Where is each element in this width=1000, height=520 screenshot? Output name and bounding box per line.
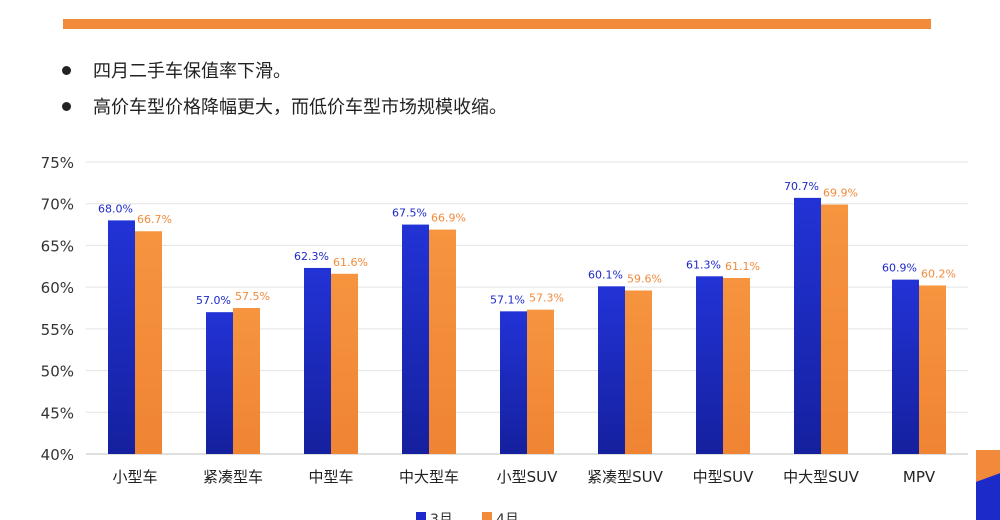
bullet-text: 高价车型价格降幅更大，而低价车型市场规模收缩。 xyxy=(93,97,507,118)
data-label: 57.5% xyxy=(235,290,270,303)
data-label: 62.3% xyxy=(294,250,329,263)
data-label: 60.2% xyxy=(921,267,956,280)
bar xyxy=(625,290,652,454)
data-label: 57.1% xyxy=(490,293,525,306)
data-label: 60.1% xyxy=(588,268,623,281)
x-tick-label: 中型SUV xyxy=(693,468,755,486)
data-label: 61.1% xyxy=(725,260,760,273)
y-tick-label: 45% xyxy=(41,404,74,422)
legend-swatch xyxy=(482,512,492,520)
data-label: 61.3% xyxy=(686,258,721,271)
bar xyxy=(402,224,429,454)
bar xyxy=(794,197,821,455)
x-tick-label: 小型SUV xyxy=(497,468,559,486)
data-label: 57.3% xyxy=(529,292,564,305)
y-tick-label: 55% xyxy=(41,321,74,339)
y-tick-label: 70% xyxy=(41,196,74,214)
data-label: 69.9% xyxy=(823,187,858,200)
bar xyxy=(892,279,919,454)
y-tick-label: 40% xyxy=(41,446,74,464)
y-tick-label: 50% xyxy=(41,363,74,381)
x-tick-label: 小型车 xyxy=(112,468,157,486)
data-label: 61.6% xyxy=(333,256,368,269)
x-tick-label: 中大型车 xyxy=(399,468,459,486)
data-label: 66.9% xyxy=(431,212,466,225)
data-label: 60.9% xyxy=(882,262,917,275)
bullet-text: 四月二手车保值率下滑。 xyxy=(93,61,291,82)
data-label: 70.7% xyxy=(784,180,819,193)
bullet-item: 高价车型价格降幅更大，而低价车型市场规模收缩。 xyxy=(62,88,507,124)
bullet-dot-icon xyxy=(62,101,71,111)
bar xyxy=(696,276,723,454)
bullet-dot-icon xyxy=(62,65,71,75)
corner-decoration xyxy=(976,450,1000,520)
x-tick-label: 中大型SUV xyxy=(783,468,860,486)
data-label: 57.0% xyxy=(196,294,231,307)
x-tick-label: 紧凑型车 xyxy=(203,468,263,486)
x-tick-label: 紧凑型SUV xyxy=(587,468,664,486)
x-tick-label: MPV xyxy=(903,468,936,486)
x-tick-label: 中型车 xyxy=(308,468,353,486)
y-tick-label: 75% xyxy=(41,154,74,172)
bar xyxy=(429,229,456,454)
bar xyxy=(500,311,527,454)
data-label: 59.6% xyxy=(627,272,662,285)
bar xyxy=(135,231,162,454)
bullet-list: 四月二手车保值率下滑。 高价车型价格降幅更大，而低价车型市场规模收缩。 xyxy=(62,52,507,124)
data-label: 68.0% xyxy=(98,202,133,215)
bar xyxy=(108,220,135,454)
bar xyxy=(206,312,233,454)
bar xyxy=(598,286,625,454)
y-tick-label: 65% xyxy=(41,237,74,255)
bar xyxy=(304,267,331,454)
y-tick-label: 60% xyxy=(41,279,74,297)
legend-label: 3月 xyxy=(430,512,453,520)
bar xyxy=(233,308,260,454)
bar xyxy=(919,285,946,454)
header-accent-bar xyxy=(63,19,931,29)
legend-swatch xyxy=(416,512,426,520)
data-label: 67.5% xyxy=(392,207,427,220)
bar xyxy=(331,273,358,454)
bar xyxy=(527,309,554,454)
bar xyxy=(821,204,848,454)
bar xyxy=(723,277,750,454)
data-label: 66.7% xyxy=(137,213,172,226)
legend-label: 4月 xyxy=(496,512,519,520)
bullet-item: 四月二手车保值率下滑。 xyxy=(62,52,507,88)
